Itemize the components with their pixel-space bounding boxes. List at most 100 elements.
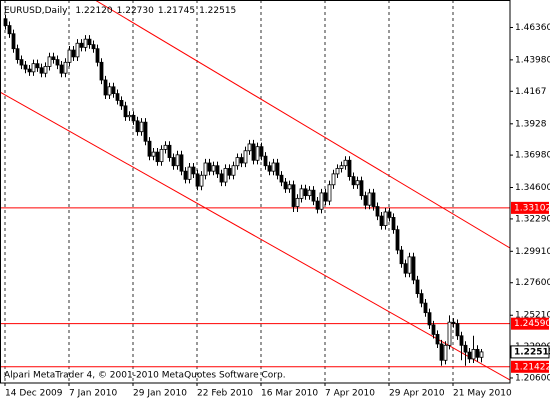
candle-body (127, 114, 132, 118)
candle-body (423, 302, 428, 314)
candle-body (187, 166, 192, 180)
price-label: 1.22515 (514, 347, 550, 357)
candle-body (131, 114, 136, 122)
candle-body (115, 93, 120, 101)
candle-body (311, 189, 316, 202)
candle-body (99, 61, 104, 81)
x-tick-label: 14 Dec 2009 (5, 389, 63, 399)
candle-body (383, 211, 388, 226)
candle-body (335, 168, 340, 175)
x-tick-label: 21 May 2010 (453, 389, 512, 399)
candle-body (239, 157, 244, 164)
level-tag (511, 360, 549, 373)
x-tick-label: 29 Jan 2010 (133, 389, 187, 399)
candle-body (147, 140, 152, 157)
levels (0, 207, 510, 368)
candle-body (11, 33, 16, 50)
candle-body (111, 86, 116, 95)
price-tag (510, 345, 550, 359)
candle-body (287, 184, 292, 190)
symbol: EURUSD,Daily (4, 6, 68, 16)
candle-body (479, 351, 484, 358)
candle-body (375, 206, 380, 217)
candle-body (159, 148, 164, 163)
candle-body (59, 64, 64, 74)
candle-body (327, 184, 332, 202)
candle-body (279, 174, 284, 183)
candle-body (435, 334, 440, 345)
candle-body (403, 263, 408, 274)
candle-body (283, 181, 288, 190)
level-tag (511, 201, 549, 214)
candle-body (143, 121, 148, 142)
candle-body (439, 343, 444, 361)
plot-frame (0, 0, 511, 384)
candle-body (307, 189, 312, 197)
high-label: 1.22730 (117, 6, 154, 16)
candle-body (191, 166, 196, 175)
candle-body (43, 65, 48, 74)
candle-body (135, 120, 140, 133)
candle-body (463, 344, 468, 353)
candle-body (331, 173, 336, 186)
candle-body (247, 143, 252, 152)
candle-body (19, 59, 24, 66)
candle-body (207, 162, 212, 172)
candle-body (215, 165, 220, 175)
candle-body (303, 188, 308, 197)
axis: 1.46360 1.43980 1.4167 1.3928 1.36980 1.34600… (4, 23, 550, 399)
y-tick-label: 1.43980 (515, 55, 550, 65)
y-tick-label: 1.25210 (515, 311, 550, 321)
y-tick-label: 1.36980 (515, 151, 550, 161)
candle-body (107, 86, 112, 96)
candle-body (203, 162, 208, 176)
candle-body (183, 170, 188, 180)
candle-body (347, 159, 352, 178)
candle-body (415, 279, 420, 295)
candle-body (51, 56, 56, 60)
candle-body (3, 18, 8, 26)
level-label: 1.24590 (514, 319, 550, 329)
candle-body (411, 256, 416, 281)
channel-lower (0, 91, 511, 381)
candle-body (171, 157, 176, 167)
candle-body (39, 67, 44, 74)
candle-body (27, 68, 32, 73)
candle-body (227, 168, 232, 176)
candle-body (459, 335, 464, 346)
candle-body (179, 154, 184, 172)
x-tick-label: 16 Mar 2010 (261, 389, 318, 399)
candle-body (231, 165, 236, 176)
candle-body (87, 38, 92, 46)
candle-body (235, 157, 240, 167)
candle-body (431, 324, 436, 335)
candle-body (255, 146, 260, 161)
candle-body (419, 293, 424, 304)
candle-body (167, 144, 172, 158)
candle-body (79, 42, 84, 48)
x-tick-label: 7 Jan 2010 (69, 389, 117, 399)
candle-body (299, 188, 304, 199)
y-tick-label: 1.20600 (515, 373, 550, 383)
chart-header: EURUSD,Daily 1.22120 1.22730 1.21745 1.22515 (4, 6, 236, 16)
candle-body (155, 151, 160, 163)
candle-body (319, 192, 324, 210)
candle-body (15, 48, 20, 60)
footer: Alpari MetaTrader 4, © 2001-2010 MetaQuo… (4, 371, 286, 381)
y-tick-label: 1.4167 (515, 87, 547, 97)
candle-body (395, 229, 400, 251)
candle-body (63, 61, 68, 74)
candle-body (359, 180, 364, 197)
candle-body (223, 168, 228, 183)
candle-body (471, 348, 476, 360)
candle-body (195, 173, 200, 187)
candle-body (67, 49, 72, 63)
close-label: 1.22515 (199, 6, 236, 16)
low-label: 1.21745 (158, 6, 195, 16)
candle-body (267, 165, 272, 172)
candle-body (351, 176, 356, 186)
candle-body (119, 100, 124, 107)
candle-body (447, 321, 452, 346)
